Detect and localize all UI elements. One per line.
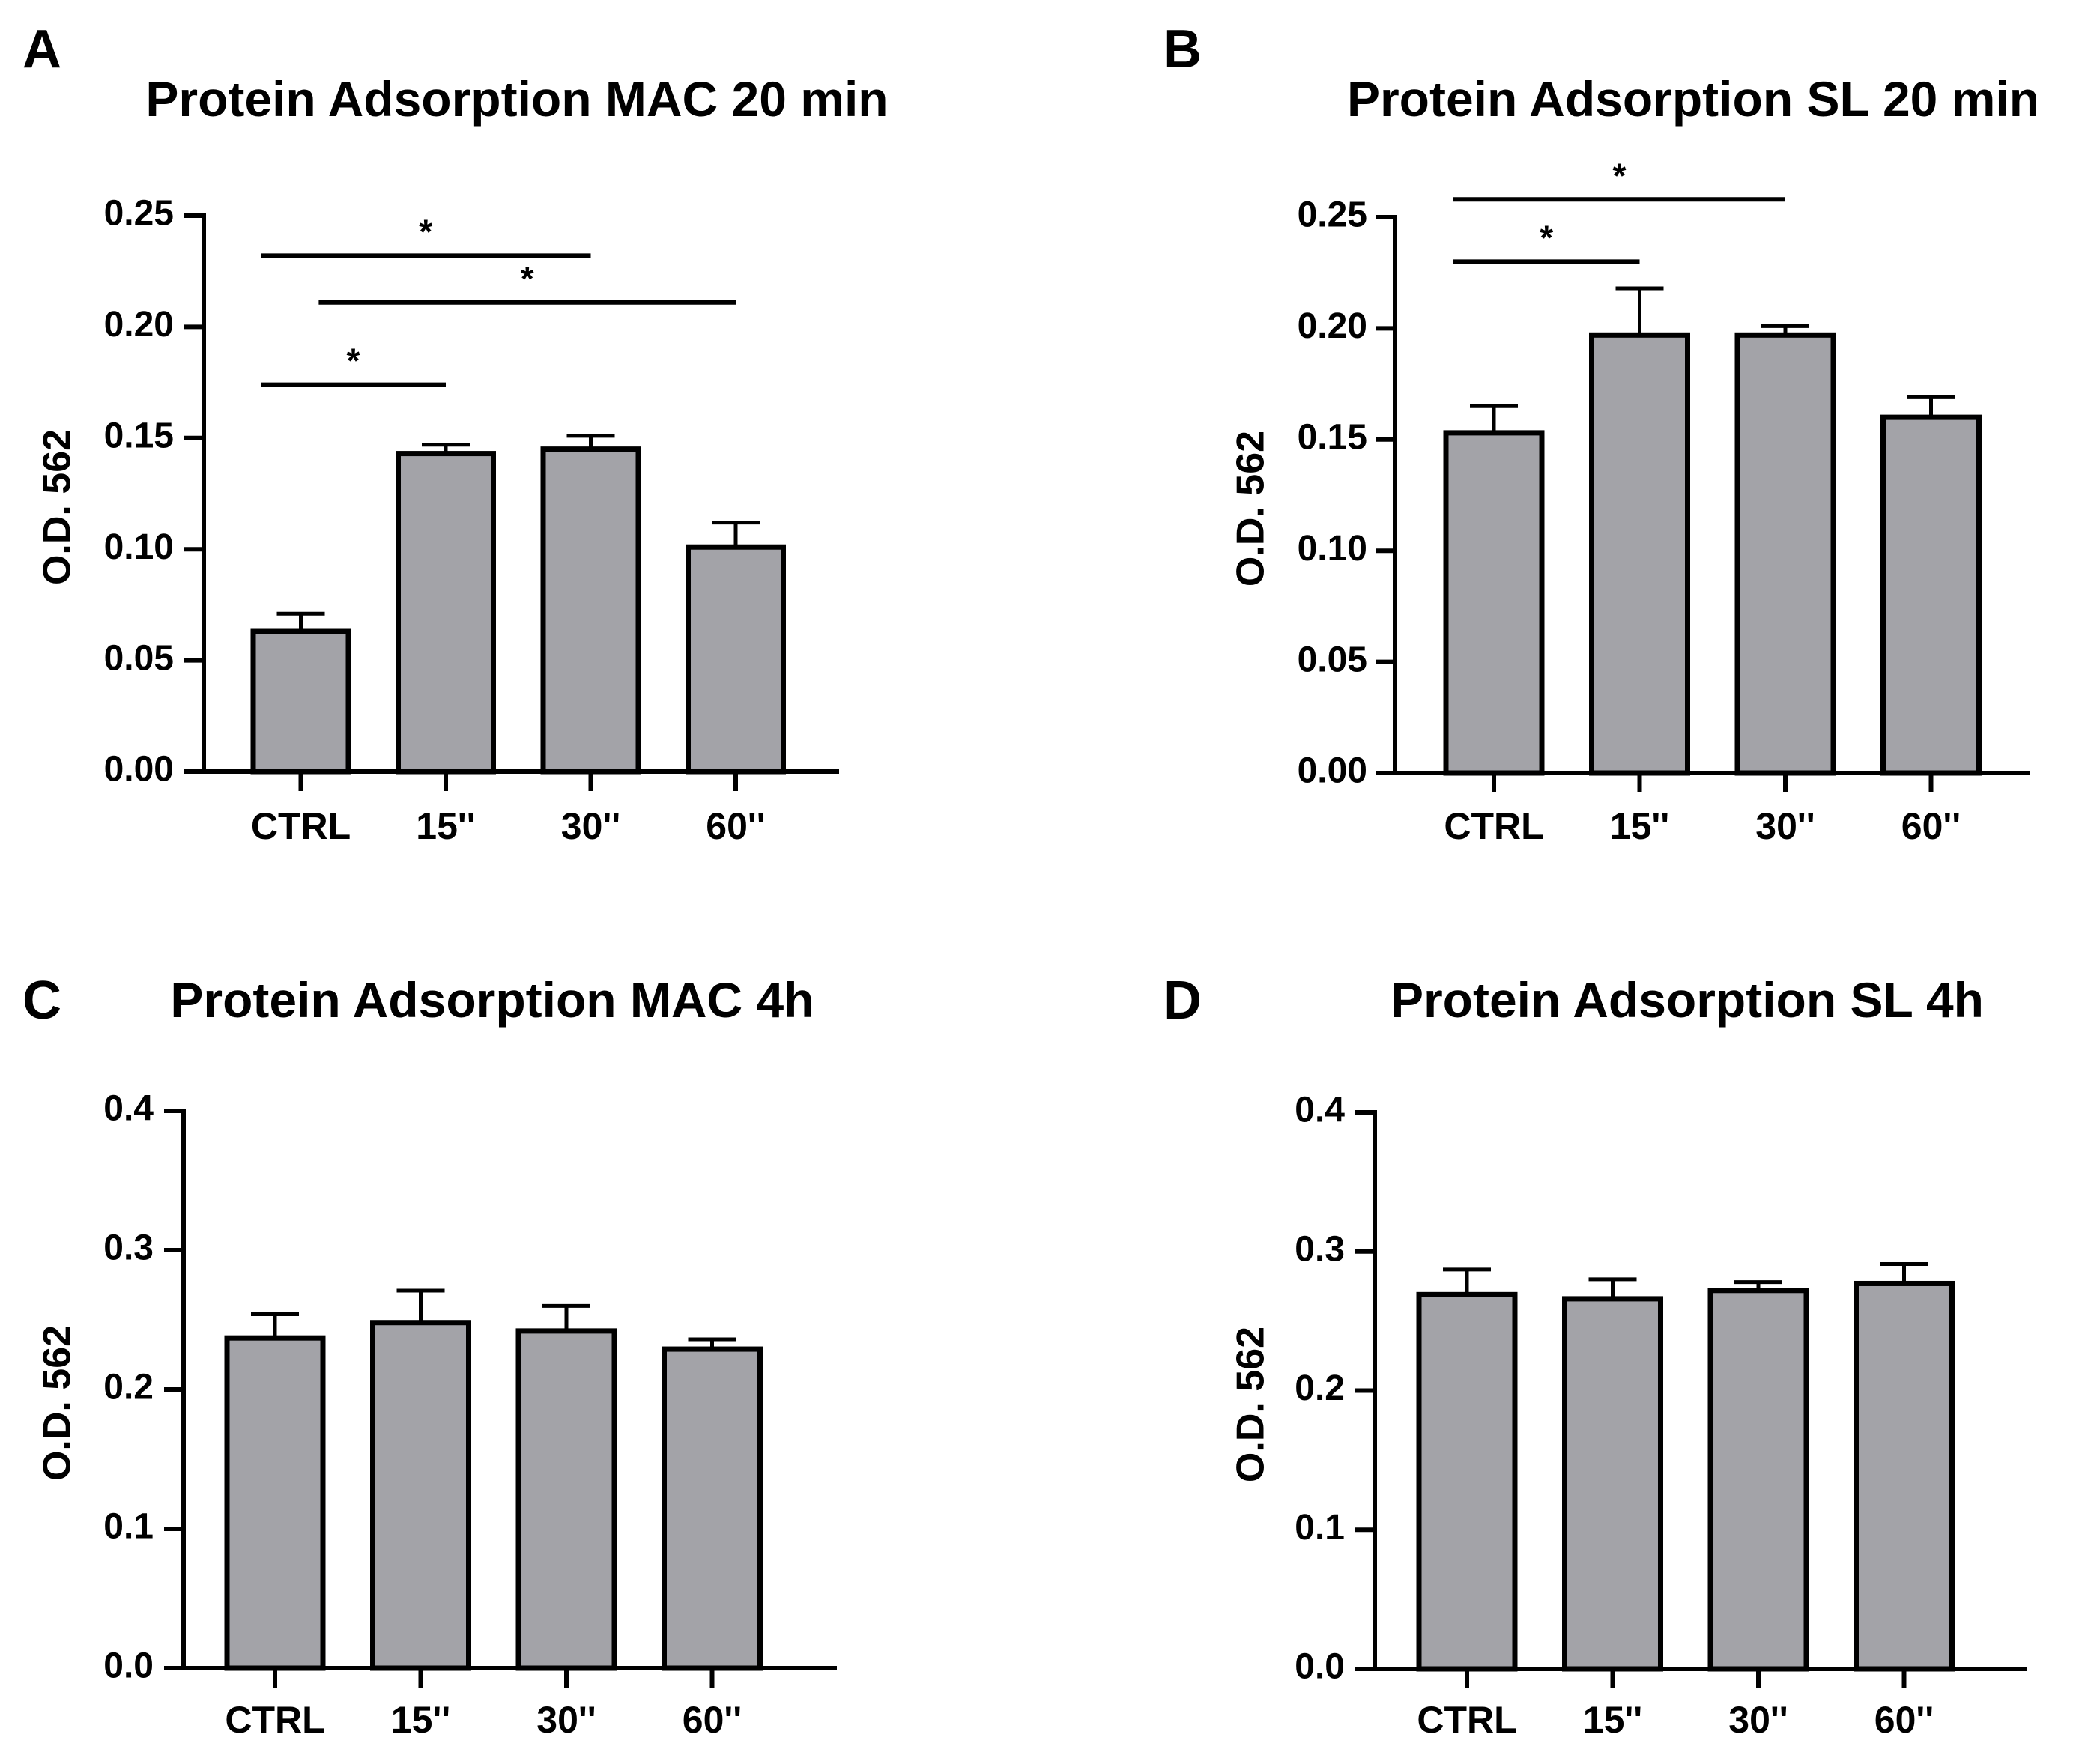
panel-letter-a: A — [22, 19, 61, 79]
y-tick-label-b: 0.25 — [1298, 195, 1367, 235]
y-tick-label-a: 0.05 — [104, 638, 174, 678]
x-category-label-d: 30'' — [1728, 1699, 1788, 1741]
x-category-label-c: 15'' — [391, 1699, 450, 1741]
bar-c-0 — [224, 1335, 326, 1671]
y-tick-label-d: 0.3 — [1295, 1229, 1345, 1269]
y-tick-label-b: 0.10 — [1298, 529, 1367, 569]
bar-a-3 — [686, 544, 786, 775]
y-tick-label-a: 0.10 — [104, 527, 174, 567]
bar-b-3 — [1880, 414, 1982, 776]
bar-c-3 — [662, 1346, 763, 1671]
significance-star-b: * — [1540, 218, 1553, 257]
y-tick-label-d: 0.2 — [1295, 1368, 1345, 1408]
y-tick-label-b: 0.15 — [1298, 417, 1367, 457]
significance-star-a: * — [419, 212, 432, 251]
bar-b-0 — [1443, 430, 1545, 776]
panel-letter-b: B — [1163, 19, 1202, 79]
x-category-label-d: CTRL — [1417, 1699, 1516, 1741]
y-tick-label-c: 0.4 — [103, 1089, 154, 1129]
panel-a: A Protein Adsorption MAC 20 min O.D. 562 0.… — [22, 19, 889, 847]
y-tick-label-b: 0.00 — [1298, 751, 1367, 791]
y-tick-label-c: 0.0 — [103, 1646, 154, 1686]
chart-title-d: Protein Adsorption SL 4h — [1391, 972, 1984, 1028]
bar-c-1 — [370, 1320, 471, 1671]
bar-d-1 — [1562, 1296, 1663, 1672]
bar-a-1 — [396, 451, 496, 775]
y-tick-label-a: 0.25 — [104, 194, 174, 234]
panel-b: B Protein Adsorption SL 20 min O.D. 562 0.0… — [1163, 19, 2039, 847]
panel-d: D Protein Adsorption SL 4h O.D. 562 0.0 0.1 0… — [1163, 971, 2027, 1741]
x-category-label-b: 60'' — [1901, 805, 1961, 847]
y-axis-label-c: O.D. 562 — [36, 1325, 79, 1481]
panel-letter-d: D — [1163, 971, 1202, 1031]
y-axis-label-d: O.D. 562 — [1229, 1327, 1273, 1482]
x-category-label-a: 60'' — [706, 805, 765, 847]
panel-c: C Protein Adsorption MAC 4h O.D. 562 0.0 0.1… — [22, 971, 837, 1741]
significance-star-a: * — [521, 259, 534, 298]
y-tick-label-d: 0.4 — [1295, 1091, 1345, 1130]
chart-title-b: Protein Adsorption SL 20 min — [1347, 71, 2039, 127]
y-tick-label-b: 0.05 — [1298, 640, 1367, 679]
x-category-label-b: 30'' — [1755, 805, 1815, 847]
bar-d-2 — [1707, 1288, 1809, 1672]
y-tick-label-c: 0.1 — [103, 1507, 154, 1547]
x-category-label-b: 15'' — [1610, 805, 1669, 847]
x-category-label-a: CTRL — [251, 805, 351, 847]
bar-b-2 — [1734, 332, 1836, 776]
y-tick-label-d: 0.1 — [1295, 1508, 1345, 1548]
significance-star-b: * — [1613, 156, 1627, 195]
y-tick-label-b: 0.20 — [1298, 306, 1367, 346]
bar-a-2 — [540, 446, 641, 775]
y-tick-label-d: 0.0 — [1295, 1647, 1345, 1687]
panel-letter-c: C — [22, 971, 61, 1031]
bar-d-0 — [1416, 1291, 1518, 1672]
x-category-label-b: CTRL — [1444, 805, 1543, 847]
x-category-label-d: 15'' — [1583, 1699, 1642, 1741]
x-category-label-a: 30'' — [561, 805, 620, 847]
x-category-label-d: 60'' — [1874, 1699, 1934, 1741]
y-tick-label-a: 0.20 — [104, 305, 174, 345]
significance-star-a: * — [347, 342, 360, 381]
bar-a-0 — [250, 628, 351, 775]
y-tick-label-c: 0.2 — [103, 1368, 154, 1407]
x-category-label-c: 30'' — [536, 1699, 596, 1741]
bar-b-1 — [1589, 332, 1690, 776]
y-tick-label-a: 0.00 — [104, 750, 174, 789]
y-axis-label-a: O.D. 562 — [36, 429, 79, 585]
bar-d-3 — [1854, 1280, 1955, 1672]
y-tick-label-a: 0.15 — [104, 416, 174, 455]
chart-title-a: Protein Adsorption MAC 20 min — [145, 71, 888, 127]
x-category-label-c: CTRL — [225, 1699, 324, 1741]
chart-title-c: Protein Adsorption MAC 4h — [170, 972, 814, 1028]
y-axis-label-b: O.D. 562 — [1229, 431, 1273, 586]
y-tick-label-c: 0.3 — [103, 1228, 154, 1268]
x-category-label-c: 60'' — [683, 1699, 742, 1741]
bar-c-2 — [515, 1328, 617, 1671]
x-category-label-a: 15'' — [416, 805, 475, 847]
